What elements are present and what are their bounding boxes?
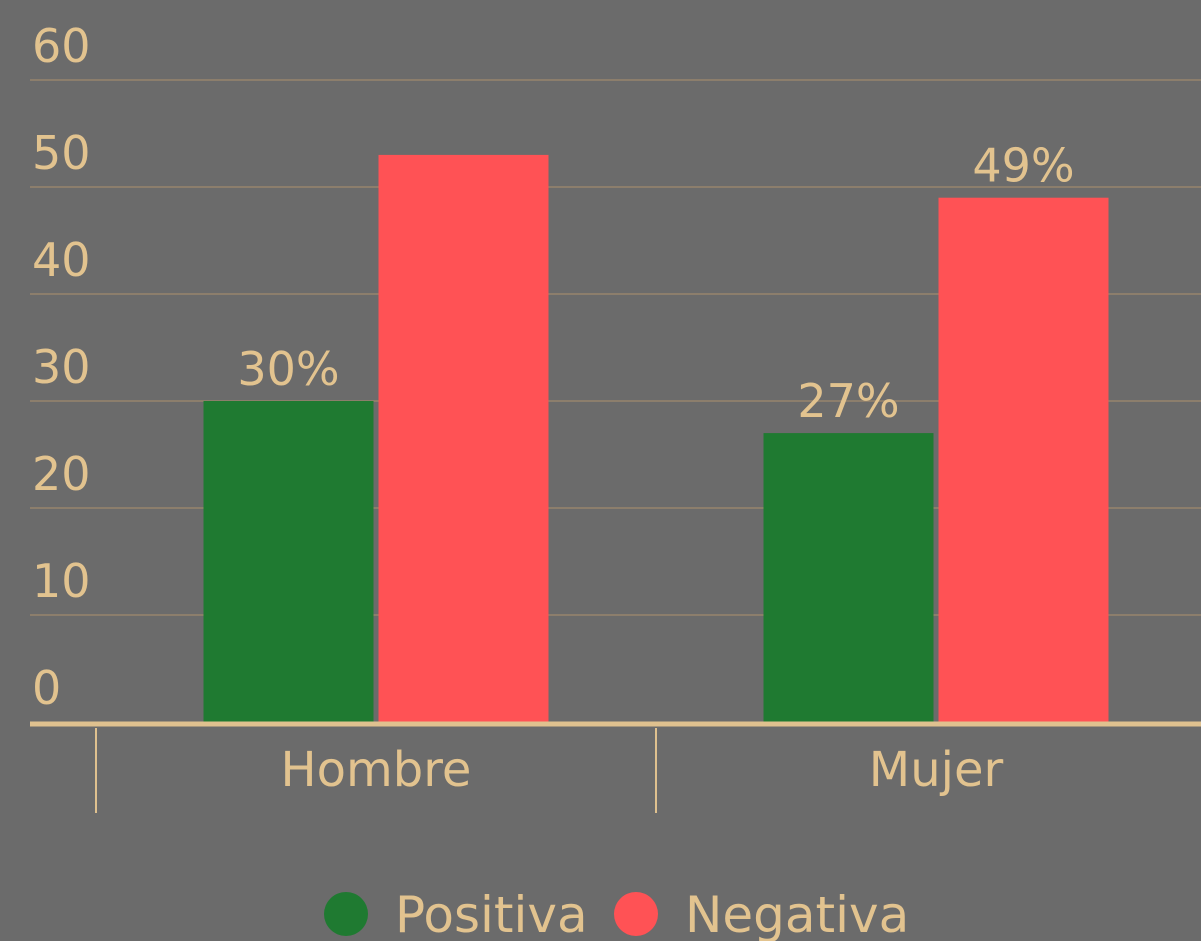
bar (203, 401, 374, 722)
y-tick-label: 0 (32, 661, 61, 715)
value-label: 27% (797, 374, 899, 428)
legend-swatch (324, 892, 368, 936)
y-tick-label: 10 (32, 554, 91, 608)
legend-label: Positiva (395, 886, 588, 941)
value-label: 30% (237, 342, 339, 396)
value-label: 49% (972, 139, 1074, 193)
x-tick-label: Mujer (869, 742, 1004, 798)
legend-swatch (614, 892, 658, 936)
bar (938, 197, 1109, 722)
x-tick-label: Hombre (281, 742, 472, 798)
y-tick-label: 20 (32, 447, 91, 501)
bar (763, 433, 934, 722)
y-tick-label: 30 (32, 340, 91, 394)
legend-label: Negativa (685, 886, 909, 941)
y-tick-label: 50 (32, 126, 91, 180)
bar (378, 154, 549, 722)
y-tick-label: 40 (32, 233, 91, 287)
y-tick-label: 60 (32, 19, 91, 73)
